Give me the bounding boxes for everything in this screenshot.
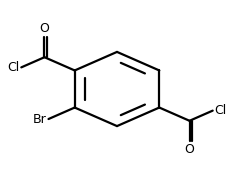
Text: Br: Br (33, 112, 47, 125)
Text: O: O (40, 22, 49, 35)
Text: Cl: Cl (7, 61, 19, 74)
Text: Cl: Cl (215, 104, 227, 117)
Text: O: O (185, 143, 194, 156)
